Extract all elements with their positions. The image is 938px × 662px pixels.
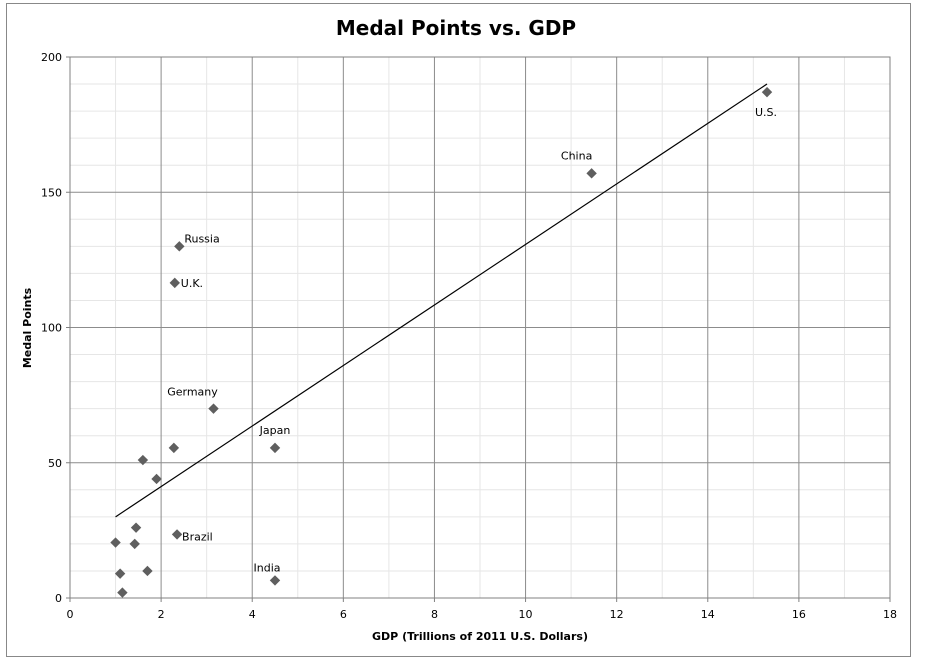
data-point xyxy=(169,277,180,289)
data-point xyxy=(130,522,142,533)
data-point xyxy=(114,568,126,579)
x-tick-label: 14 xyxy=(701,608,715,621)
data-labels: U.S. China Russia U.K. Germany Japan Brazil Ind… xyxy=(167,106,777,574)
data-label: China xyxy=(561,149,592,162)
data-point xyxy=(208,403,219,414)
chart-title: Medal Points vs. GDP xyxy=(336,16,576,40)
data-label: U.K. xyxy=(181,277,203,290)
data-point xyxy=(269,575,281,586)
data-label: Japan xyxy=(259,424,291,437)
x-tick-label: 16 xyxy=(792,608,806,621)
data-label: U.S. xyxy=(755,106,777,119)
data-point xyxy=(761,86,773,98)
x-tick-label: 12 xyxy=(610,608,624,621)
trendline xyxy=(115,83,768,518)
y-tick-label: 150 xyxy=(41,186,62,199)
data-point xyxy=(117,587,128,598)
y-tick-label: 200 xyxy=(41,51,62,64)
x-tick-label: 10 xyxy=(519,608,533,621)
data-label: Brazil xyxy=(182,530,213,543)
data-point xyxy=(269,442,281,454)
x-tick-label: 8 xyxy=(431,608,438,621)
data-point xyxy=(142,565,153,577)
x-axis-title: GDP (Trillions of 2011 U.S. Dollars) xyxy=(372,630,588,643)
x-tick-label: 6 xyxy=(340,608,347,621)
data-point xyxy=(174,241,185,252)
data-point xyxy=(110,537,121,548)
y-tick-label: 0 xyxy=(55,592,62,605)
y-tick-label: 50 xyxy=(48,457,62,470)
data-label: Germany xyxy=(167,386,218,399)
x-tick-label: 4 xyxy=(249,608,256,621)
chart-frame xyxy=(6,3,911,657)
data-point xyxy=(137,454,149,466)
tick-labels: 0 2 4 6 8 10 12 14 16 18 0 50 100 150 200 xyxy=(41,51,897,621)
x-tick-label: 18 xyxy=(883,608,897,621)
x-tick-label: 2 xyxy=(158,608,165,621)
x-tick-label: 0 xyxy=(67,608,74,621)
data-label: Russia xyxy=(184,232,219,245)
data-points xyxy=(110,86,773,598)
data-label: India xyxy=(254,561,281,574)
grid-lines xyxy=(69,56,891,599)
data-point xyxy=(168,442,180,454)
data-point xyxy=(151,473,162,485)
y-tick-label: 100 xyxy=(41,322,62,335)
data-point xyxy=(171,529,183,540)
data-point xyxy=(129,538,140,550)
data-point xyxy=(586,168,597,179)
y-axis-title: Medal Points xyxy=(21,287,34,368)
